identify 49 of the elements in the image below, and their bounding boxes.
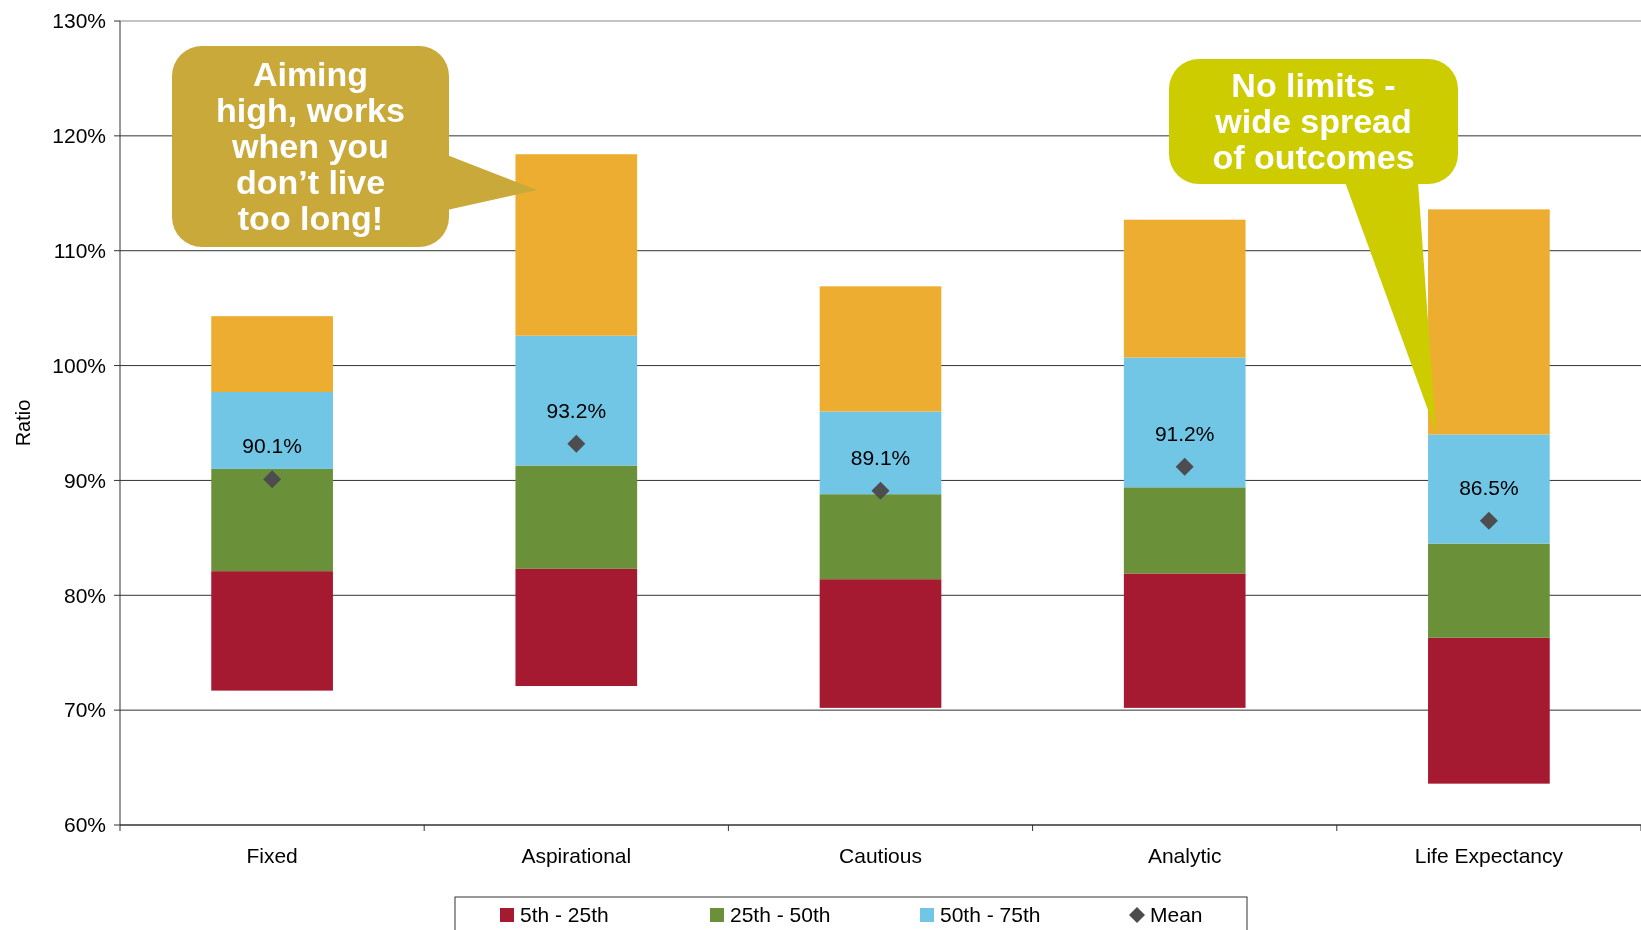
- point: [1175, 457, 1194, 476]
- bar: [211, 571, 333, 691]
- bar: [1123, 357, 1246, 488]
- y-tick-label: 70%: [63, 698, 106, 722]
- x-tick-label: Aspirational: [521, 844, 632, 867]
- bar: [1123, 487, 1246, 574]
- data-label: 93.2%: [546, 398, 607, 422]
- x-tick-label: Life Expectancy: [1414, 844, 1564, 867]
- bar: [1123, 219, 1246, 358]
- data-label: 86.5%: [1459, 475, 1519, 499]
- data-label: 89.1%: [850, 445, 911, 469]
- legend-label: 5th - 25th: [520, 903, 609, 927]
- x-tick-label: Analytic: [1147, 844, 1222, 867]
- y-tick-label: 120%: [52, 124, 106, 148]
- data-label: 91.2%: [1154, 421, 1215, 445]
- bar: [211, 468, 333, 572]
- y-tick-label: 80%: [63, 583, 106, 607]
- data-label: 90.1%: [242, 434, 302, 458]
- x-tick-label: Cautious: [839, 844, 922, 867]
- legend-label: Mean: [1150, 903, 1203, 927]
- annotation: Aiming high, works when you don’t live too long!: [216, 55, 405, 238]
- bar: [211, 391, 333, 469]
- y-axis-title: Ratio: [12, 399, 34, 447]
- y-tick-label: 100%: [52, 353, 106, 377]
- bar: [819, 494, 942, 580]
- bar: [515, 568, 638, 687]
- point: [871, 481, 890, 500]
- bar: [1428, 434, 1550, 544]
- y-tick-label: 130%: [52, 9, 106, 33]
- legend-label: 50th - 75th: [940, 903, 1041, 927]
- point: [567, 434, 586, 453]
- y-tick-label: 60%: [63, 813, 106, 837]
- bar: [1428, 543, 1550, 638]
- bar: [515, 154, 638, 336]
- bar: [1123, 573, 1246, 708]
- x-tick-label: Fixed: [246, 844, 298, 867]
- y-tick-label: 110%: [53, 239, 106, 263]
- bar: [211, 316, 333, 392]
- bar: [819, 286, 942, 412]
- point: [263, 470, 282, 489]
- bar: [515, 465, 638, 569]
- bar: [819, 579, 942, 708]
- point: [1479, 511, 1498, 530]
- bar: [1428, 637, 1550, 784]
- annotation: No limits - wide spread of outcomes: [1212, 66, 1415, 177]
- bar: [819, 411, 942, 495]
- y-tick-label: 90%: [63, 468, 106, 492]
- legend-label: 25th - 50th: [730, 903, 831, 927]
- bar: [515, 335, 638, 466]
